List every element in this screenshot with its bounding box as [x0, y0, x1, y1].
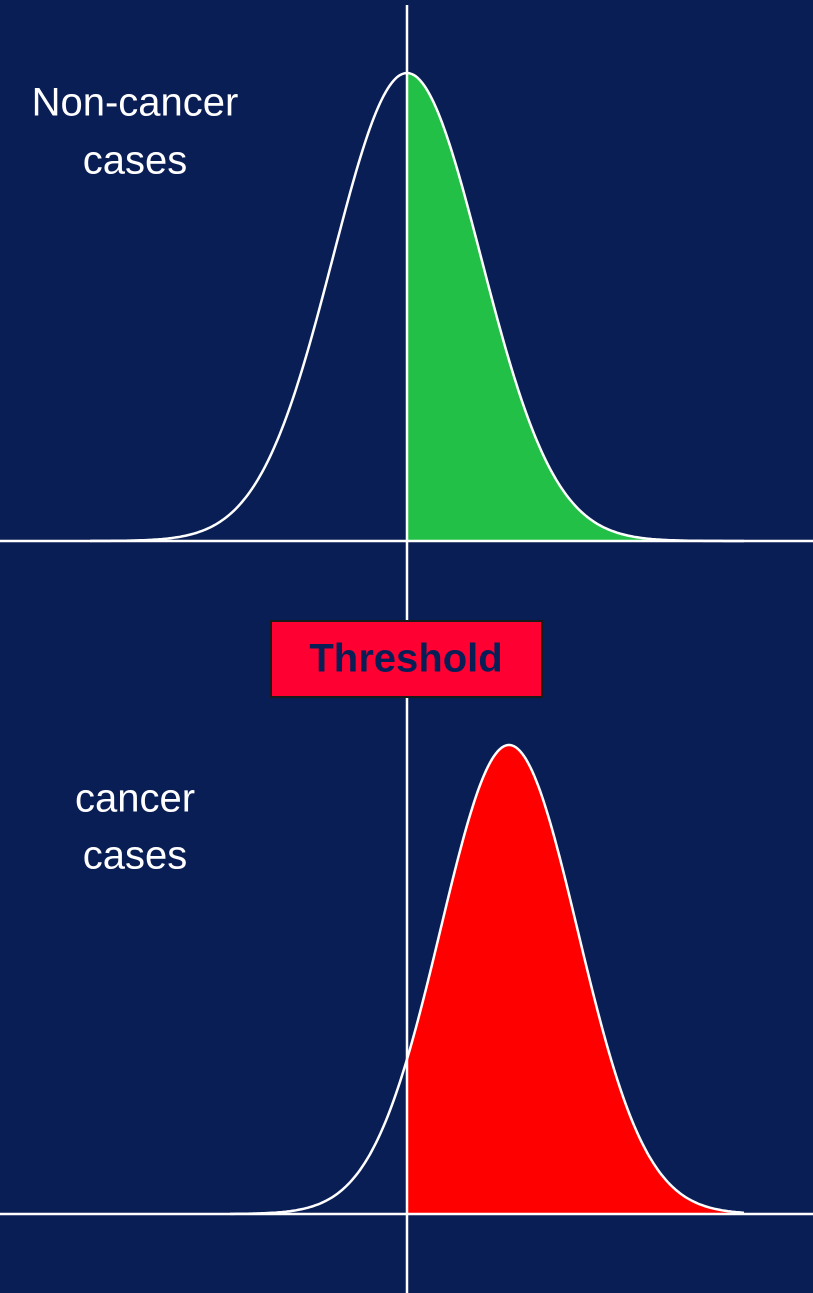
red-area [408, 745, 744, 1214]
group-label: Non-cancer [32, 81, 239, 125]
cancer-curve [230, 743, 745, 1216]
non-cancer-curve [89, 71, 744, 543]
threshold-label: Threshold [309, 637, 502, 681]
threshold-box [270, 620, 543, 698]
group-label: cancer [75, 777, 195, 821]
group-label: cases [83, 834, 188, 878]
green-area [408, 73, 744, 541]
group-label: cases [83, 139, 188, 183]
